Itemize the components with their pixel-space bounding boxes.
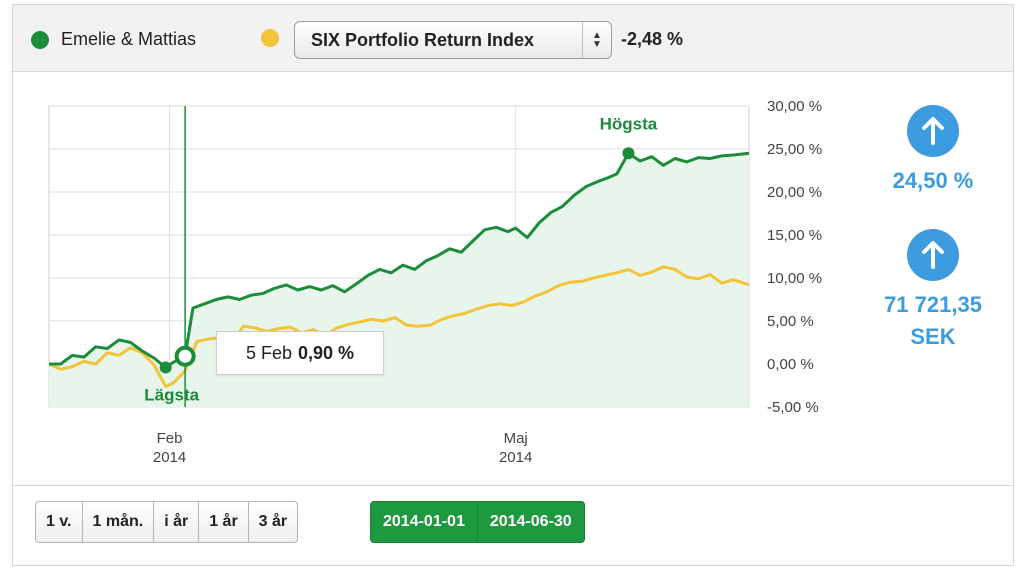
period-button-group: 1 v. 1 mån. i år 1 år 3 år: [35, 501, 299, 543]
return-percent-value: 24,50 %: [892, 168, 974, 193]
chart-toolbar: Emelie & Mattias SIX Portfolio Return In…: [13, 5, 1013, 72]
period-button[interactable]: i år: [154, 502, 200, 542]
arrow-up-icon: [907, 105, 959, 157]
arrow-down-small-icon: ▼: [592, 39, 602, 50]
legend-series-1-label: Emelie & Mattias: [61, 29, 197, 49]
divider: [13, 485, 1013, 486]
return-amount-currency: SEK: [910, 324, 956, 349]
y-tick-label: 30,00 %: [767, 98, 822, 115]
legend-series-2[interactable]: [261, 29, 279, 47]
chart-widget: Emelie & Mattias SIX Portfolio Return In…: [12, 4, 1014, 566]
period-button[interactable]: 1 mån.: [83, 502, 155, 542]
low-point-marker: [159, 361, 172, 374]
y-tick-label: 5,00 %: [767, 313, 814, 330]
period-button[interactable]: 3 år: [258, 513, 288, 530]
start-date-button[interactable]: 2014-01-01: [371, 502, 478, 542]
tooltip-value: 0,90 %: [297, 342, 355, 363]
y-tick-label: 15,00 %: [767, 227, 822, 244]
series-line-2: [48, 265, 750, 388]
line-chart[interactable]: 30,00 % 25,00 % 20,00 % 15,00 % 10,00 % 5,00 …: [13, 71, 1013, 485]
return-percent-stat: 24,50 %: [863, 105, 1003, 197]
return-amount-stat: 71 721,35 SEK: [863, 229, 1003, 353]
high-point-marker: [622, 147, 635, 160]
x-tick-year: 2014: [153, 449, 186, 466]
period-button[interactable]: 1 år: [199, 502, 249, 542]
index-change: -2,48 %: [621, 29, 684, 49]
select-arrows-icon: ▲ ▼: [582, 22, 611, 58]
return-amount-number: 71 721,35: [884, 292, 982, 317]
x-tick-month: Maj: [504, 430, 528, 447]
high-label: Högsta: [600, 114, 658, 133]
tooltip-date: 5 Feb: [245, 342, 292, 363]
x-tick-year: 2014: [499, 449, 532, 466]
legend-dot-green-icon: [31, 30, 49, 49]
y-tick-label: -5,00 %: [767, 399, 819, 416]
arrow-up-icon: [907, 229, 959, 281]
y-tick-label: 20,00 %: [767, 184, 822, 201]
y-tick-label: 25,00 %: [767, 141, 822, 158]
y-tick-label: 10,00 %: [767, 270, 822, 287]
legend-series-1[interactable]: Emelie & Mattias: [31, 29, 196, 50]
x-tick-month: Feb: [157, 430, 183, 447]
legend-dot-yellow-icon: [261, 29, 279, 47]
date-range-group: 2014-01-01 2014-06-30: [370, 501, 585, 543]
hover-point-marker: [174, 345, 196, 367]
period-button[interactable]: 1 v.: [36, 502, 83, 542]
low-label: Lägsta: [144, 385, 199, 404]
arrow-up-small-icon: ▲: [592, 30, 602, 41]
return-amount-value: 71 721,35 SEK: [863, 289, 1003, 353]
y-tick-label: 0,00 %: [767, 356, 814, 373]
end-date-button[interactable]: 2014-06-30: [489, 513, 572, 530]
index-select-label: SIX Portfolio Return Index: [311, 30, 535, 50]
chart-tooltip: 5 Feb 0,90 %: [216, 331, 384, 375]
index-select[interactable]: SIX Portfolio Return Index ▲ ▼: [294, 21, 612, 59]
